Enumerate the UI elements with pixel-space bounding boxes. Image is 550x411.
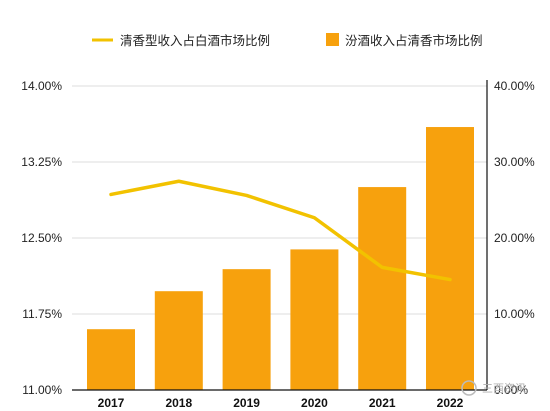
left-tick-label: 14.00% [21,79,62,93]
x-tick-label: 2021 [369,396,396,410]
right-tick-label: 0.00% [494,383,528,397]
bar-2020 [290,249,339,390]
bar-2022 [426,127,474,390]
x-tick-label: 2019 [233,396,260,410]
right-tick-label: 30.00% [494,155,535,169]
legend-bar-swatch [326,33,339,46]
legend-label-line: 清香型收入占白酒市场比例 [120,33,270,48]
line-series [109,179,452,282]
bar-2021 [358,187,407,390]
bar-2018 [154,291,203,390]
x-tick-label: 2017 [98,396,125,410]
legend-label-bar: 汾酒收入占清香市场比例 [345,33,483,48]
legend: 清香型收入占白酒市场比例 汾酒收入占清香市场比例 [92,33,483,48]
right-tick-label: 10.00% [494,307,535,321]
left-tick-label: 12.50% [21,231,62,245]
x-axis-ticks: 2017 2018 2019 2020 2021 2022 [98,396,464,410]
left-tick-label: 13.25% [21,155,62,169]
watermark-logo-icon [461,380,477,396]
left-axis-ticks: 11.00% 11.75% 12.50% 13.25% 14.00% [21,79,62,397]
right-tick-label: 20.00% [494,231,535,245]
x-tick-label: 2018 [165,396,192,410]
x-tick-label: 2020 [301,396,328,410]
right-axis-ticks: 0.00% 10.00% 20.00% 30.00% 40.00% [494,79,535,397]
bar-2019 [222,269,271,390]
bar-2017 [87,329,135,390]
watermark-text: 三酉资讯 [482,382,526,395]
left-tick-label: 11.75% [22,307,62,321]
bars [87,127,474,390]
left-tick-label: 11.00% [22,383,62,397]
right-tick-label: 40.00% [494,79,535,93]
axes [72,80,488,391]
x-tick-label: 2022 [437,396,464,410]
watermark: 三酉资讯 [461,380,526,396]
line-path [109,179,452,282]
